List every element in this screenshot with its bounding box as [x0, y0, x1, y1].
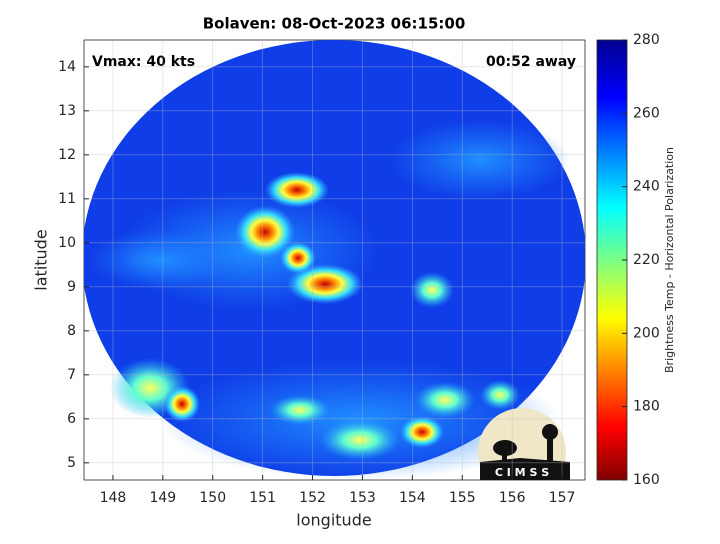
y-tick-label: 7 — [67, 367, 76, 383]
x-tick-label: 157 — [549, 490, 576, 506]
y-axis-label: latitude — [32, 229, 51, 290]
x-tick-label: 152 — [299, 490, 326, 506]
y-tick-label: 11 — [58, 191, 76, 207]
x-tick-label: 154 — [399, 490, 426, 506]
colorbar-tick-label: 240 — [633, 179, 660, 195]
x-axis-label: longitude — [296, 511, 371, 530]
colorbar-label: Brightness Temp - Horizontal Polarizatio… — [663, 147, 676, 373]
colorbar-tick-label: 180 — [633, 399, 660, 415]
y-tick-label: 13 — [58, 103, 76, 119]
logo-text: C I M S S — [495, 466, 549, 479]
x-tick-label: 149 — [149, 490, 176, 506]
colorbar-tick-label: 280 — [633, 32, 660, 48]
colorbar-tick-label: 220 — [633, 252, 660, 268]
colorbar-tick-label: 260 — [633, 105, 660, 121]
y-tick-label: 9 — [67, 279, 76, 295]
x-tick-label: 151 — [249, 490, 276, 506]
y-tick-label: 12 — [58, 147, 76, 163]
colorbar-tick-label: 160 — [633, 472, 660, 488]
y-tick-label: 5 — [67, 455, 76, 471]
x-tick-label: 155 — [449, 490, 476, 506]
y-tick-label: 10 — [58, 235, 76, 251]
x-tick-label: 153 — [349, 490, 376, 506]
y-tick-label: 8 — [67, 323, 76, 339]
satellite-image — [84, 40, 585, 480]
y-tick-label: 6 — [67, 411, 76, 427]
annotation: 00:52 away — [486, 54, 576, 70]
x-tick-label: 156 — [499, 490, 526, 506]
x-tick-label: 148 — [100, 490, 127, 506]
x-tick-label: 150 — [199, 490, 226, 506]
chart-title: Bolaven: 08-Oct-2023 06:15:00 — [203, 15, 466, 33]
colorbar-tick-label: 200 — [633, 325, 660, 341]
cimss-logo: C I M S S — [478, 408, 570, 480]
annotation: Vmax: 40 kts — [92, 54, 195, 70]
y-tick-label: 14 — [58, 59, 76, 75]
